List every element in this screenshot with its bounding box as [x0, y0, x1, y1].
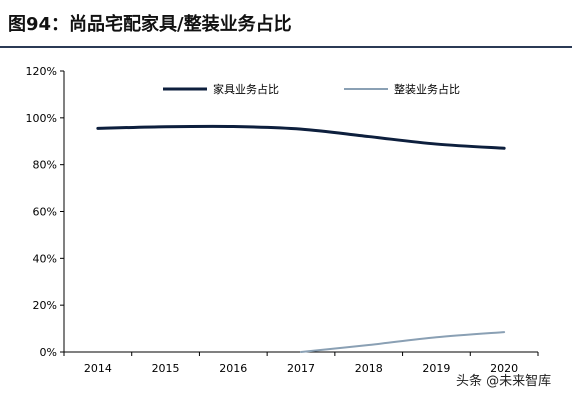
y-tick-label: 100%	[26, 112, 57, 125]
x-axis: 2014 2015 2016 2017 2018 2019 2020	[63, 351, 539, 375]
y-tick-label: 20%	[33, 299, 57, 312]
legend-label-2: 整装业务占比	[394, 82, 460, 96]
y-axis: 0% 20% 40% 60% 80% 100% 120%	[26, 65, 65, 359]
x-tick-label: 2019	[422, 362, 450, 375]
series-lines	[96, 124, 506, 353]
x-tick-label: 2016	[219, 362, 247, 375]
title-divider	[0, 46, 572, 48]
x-tick-label: 2014	[84, 362, 112, 375]
x-tick-label: 2018	[355, 362, 383, 375]
series-line-1	[96, 124, 506, 150]
x-tick-label: 2015	[152, 362, 180, 375]
y-tick-label: 120%	[26, 65, 57, 78]
watermark: 头条 @未来智库	[456, 370, 551, 389]
x-tick-label: 2020	[490, 362, 518, 375]
x-tick-label: 2017	[287, 362, 315, 375]
y-tick-label: 40%	[33, 252, 57, 265]
y-tick-label: 60%	[33, 206, 57, 219]
y-tick-label: 0%	[40, 346, 57, 359]
legend-label-1: 家具业务占比	[213, 82, 279, 96]
series-line-2	[300, 331, 506, 353]
watermark-text: 头条 @未来智库	[456, 374, 552, 389]
y-tick-label: 80%	[33, 159, 57, 172]
chart-title: 图94：尚品宅配家具/整装业务占比	[8, 14, 292, 35]
legend: 家具业务占比 整装业务占比	[163, 82, 460, 96]
